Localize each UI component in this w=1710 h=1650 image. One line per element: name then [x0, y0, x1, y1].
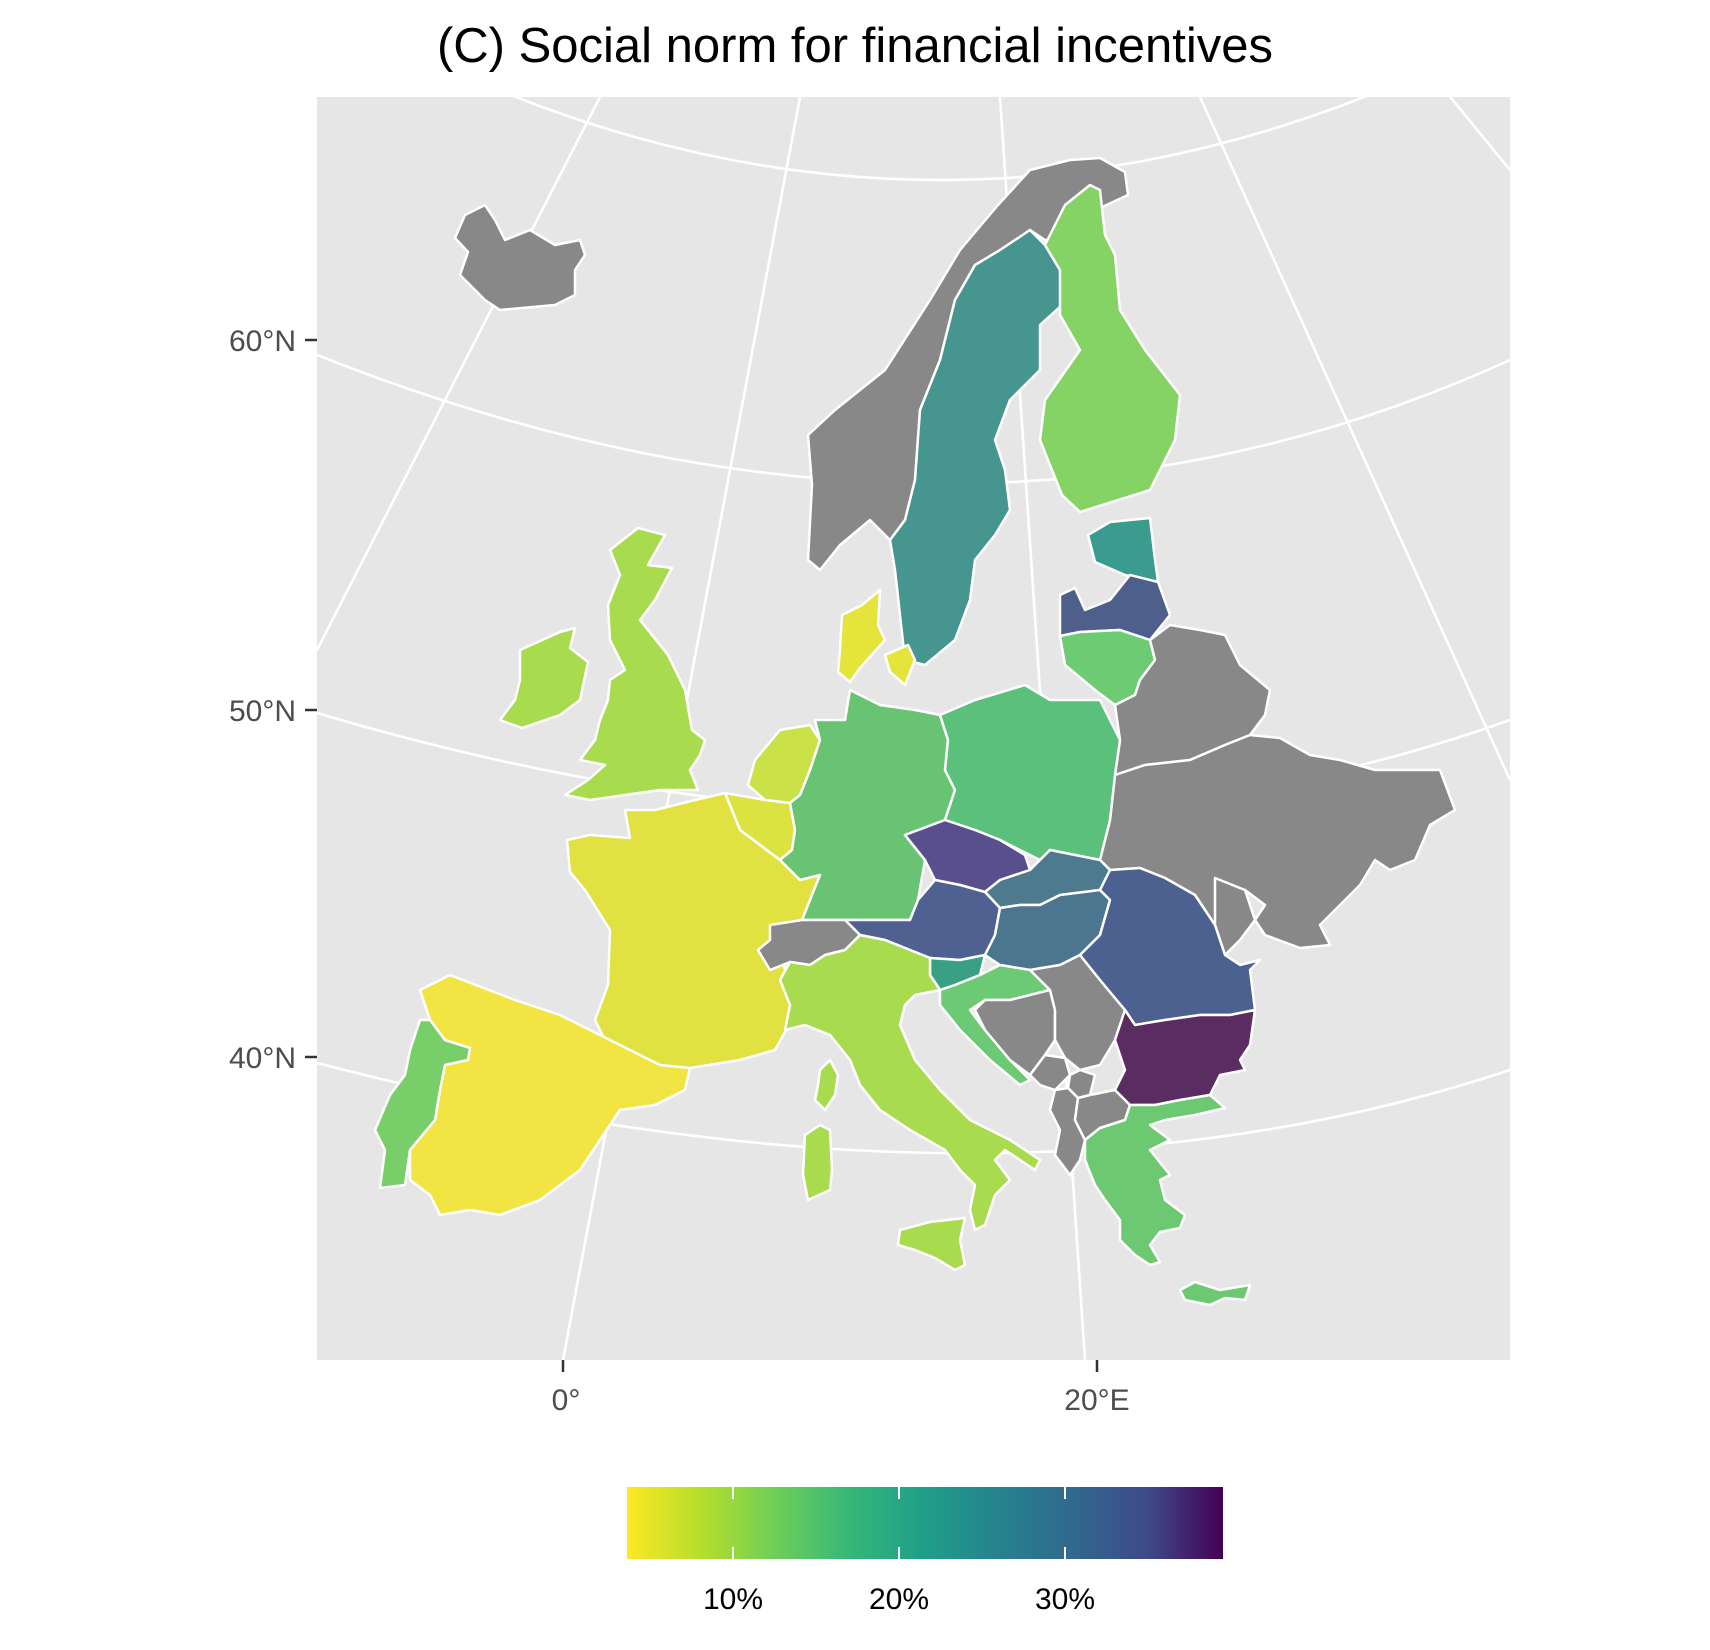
- legend-label-30: 30%: [1035, 1583, 1095, 1616]
- region-denmark: [836, 588, 887, 684]
- y-tick-label-60n: 60°N: [229, 325, 296, 358]
- x-tick-label-0: 0°: [552, 1384, 581, 1417]
- region-italy-sardinia: [801, 1123, 834, 1202]
- countries: [373, 156, 1457, 1307]
- chart-title: (C) Social norm for financial incentives: [436, 19, 1274, 73]
- region-bulgaria: [1113, 1008, 1257, 1107]
- legend-ticks: [732, 1487, 1066, 1559]
- y-axis: 60°N 50°N 40°N: [229, 325, 317, 1075]
- region-denmark-zealand: [883, 643, 917, 687]
- legend-label-10: 10%: [703, 1583, 763, 1616]
- y-tick-label-40n: 40°N: [229, 1042, 296, 1075]
- y-tick-label-50n: 50°N: [229, 695, 296, 728]
- legend-colorbar: [627, 1487, 1223, 1559]
- region-sweden: [888, 228, 1064, 667]
- region-greece: [1083, 1093, 1227, 1267]
- region-estonia: [1086, 516, 1160, 584]
- meridian-20: [1198, 97, 1510, 781]
- meridian-minus-10: [317, 97, 602, 651]
- region-italy: [778, 933, 1042, 1232]
- region-italy-sicily: [896, 1216, 967, 1272]
- region-portugal: [373, 1018, 472, 1190]
- region-iceland: [453, 203, 587, 312]
- parallel-70n: [512, 97, 1368, 182]
- region-corsica: [813, 1058, 840, 1112]
- region-greece-crete: [1178, 1280, 1252, 1307]
- legend-label-20: 20%: [869, 1583, 929, 1616]
- region-finland: [1038, 183, 1182, 514]
- meridian-30: [1448, 97, 1510, 171]
- legend: 10% 20% 30%: [627, 1487, 1223, 1616]
- region-ireland: [498, 626, 590, 730]
- x-axis: 0° 20°E: [552, 1360, 1130, 1417]
- region-united-kingdom: [563, 526, 707, 802]
- x-tick-label-20e: 20°E: [1064, 1384, 1129, 1417]
